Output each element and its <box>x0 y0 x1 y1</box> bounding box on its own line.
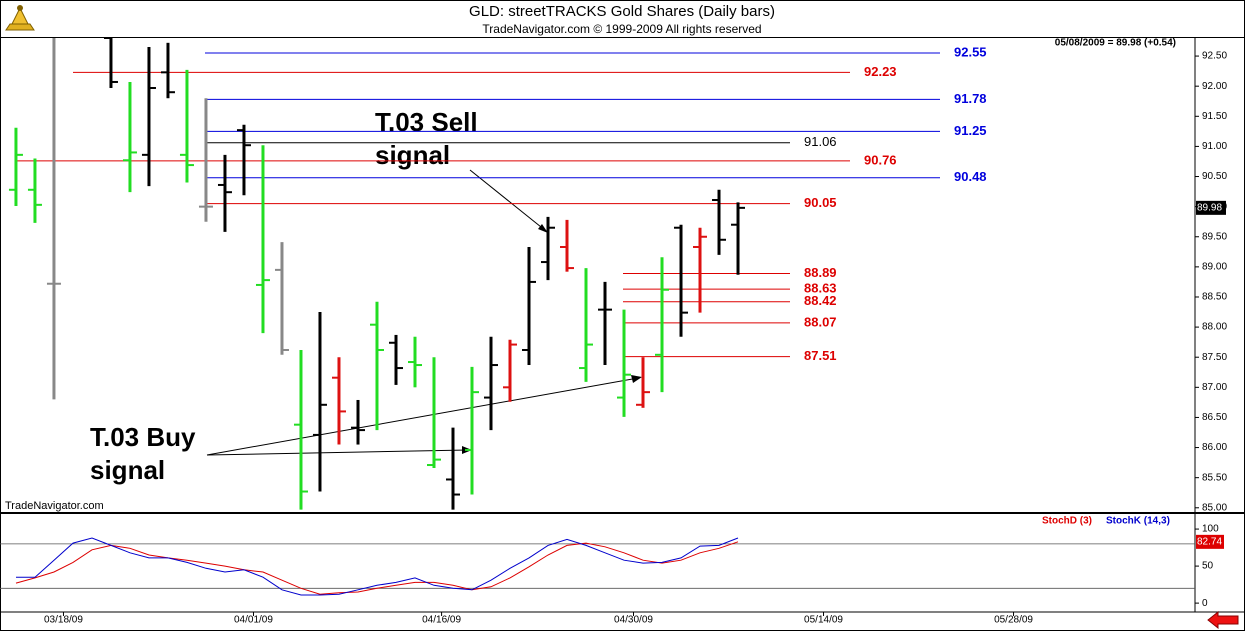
level-label: 92.23 <box>864 64 897 79</box>
level-label: 91.78 <box>954 91 987 106</box>
stoch-line <box>16 537 739 596</box>
x-tick-label: 04/30/09 <box>614 615 653 626</box>
y-tick-label: 92.50 <box>1202 51 1227 62</box>
y-tick-label: 85.50 <box>1202 472 1227 483</box>
arrow-head <box>538 224 548 233</box>
y-tick-label: 91.00 <box>1202 141 1227 152</box>
y-tick-label: 86.50 <box>1202 412 1227 423</box>
annotation-arrow <box>206 377 639 456</box>
scroll-arrow-shape[interactable] <box>1207 610 1239 630</box>
level-label: 92.55 <box>954 44 987 59</box>
legend-entry: StochD (3) <box>1042 516 1092 527</box>
y-tick-label: 88.50 <box>1202 292 1227 303</box>
y-tick-label: 89.50 <box>1202 231 1227 242</box>
last-value-label: 82.74 <box>1197 536 1222 547</box>
annotation-text: T.03 Sell <box>375 107 478 137</box>
annotation-arrow <box>469 169 547 232</box>
x-tick-label: 05/14/09 <box>804 615 843 626</box>
x-tick-label: 03/18/09 <box>44 615 83 626</box>
y-tick-label: 91.50 <box>1202 111 1227 122</box>
last-price-box <box>1196 200 1226 215</box>
level-label: 91.25 <box>954 123 987 138</box>
last-price-note: 05/08/2009 = 89.98 (+0.54) <box>1055 38 1176 49</box>
y-tick-label: 85.00 <box>1202 502 1227 513</box>
y-tick-label: 86.00 <box>1202 442 1227 453</box>
stoch-panel <box>0 537 1195 596</box>
x-tick-label: 04/16/09 <box>422 615 461 626</box>
y-tick-label: 100 <box>1202 524 1219 535</box>
x-tick-label: 05/28/09 <box>994 615 1033 626</box>
y-tick-label: 92.00 <box>1202 81 1227 92</box>
last-price-label: 89.98 <box>1197 202 1222 213</box>
level-label: 87.51 <box>804 348 837 363</box>
level-label: 90.48 <box>954 169 987 184</box>
scroll-arrow[interactable] <box>1207 610 1239 630</box>
stoch-line <box>15 541 739 595</box>
level-label: 88.42 <box>804 293 837 308</box>
annotation-text: signal <box>90 455 165 485</box>
y-tick-label: 50 <box>1202 561 1214 572</box>
x-tick-label: 04/01/09 <box>234 615 273 626</box>
level-label: 90.05 <box>804 195 837 210</box>
y-tick-label: 89.00 <box>1202 262 1227 273</box>
legend-entry: StochK (14,3) <box>1106 516 1170 527</box>
y-tick-label: 87.50 <box>1202 352 1227 363</box>
logo <box>5 5 35 31</box>
level-label: 88.07 <box>804 314 837 329</box>
level-label: 88.89 <box>804 265 837 280</box>
price-panel <box>8 38 940 510</box>
y-tick-label: 87.00 <box>1202 382 1227 393</box>
chart-subtitle: TradeNavigator.com © 1999-2009 All right… <box>482 22 761 36</box>
y-tick-label: 0 <box>1202 598 1208 609</box>
y-tick-label: 90.50 <box>1202 171 1227 182</box>
y-tick-label: 88.00 <box>1202 322 1227 333</box>
level-label: 88.63 <box>804 281 837 296</box>
annotation-text: T.03 Buy <box>90 422 196 452</box>
arrow-head <box>631 375 642 383</box>
buy-annotation: T.03 Buy signal <box>90 375 642 485</box>
annotation-text: signal <box>375 140 450 170</box>
last-value-box <box>1196 534 1224 549</box>
chart-title: GLD: streetTRACKS Gold Shares (Daily bar… <box>469 3 775 20</box>
sell-annotation: T.03 Sell signal <box>375 107 548 233</box>
watermark: TradeNavigator.com <box>5 500 104 512</box>
level-label: 90.76 <box>864 152 897 167</box>
annotation-arrow <box>206 449 469 456</box>
level-label: 91.06 <box>804 134 837 149</box>
